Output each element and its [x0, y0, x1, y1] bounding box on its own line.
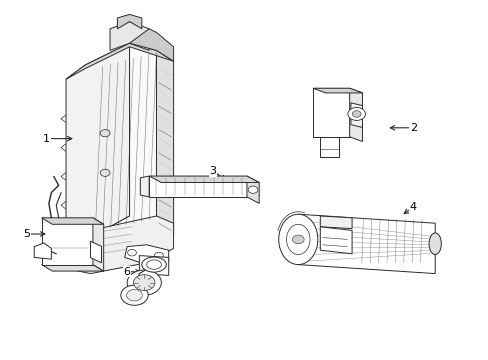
Polygon shape: [90, 241, 102, 263]
Circle shape: [292, 235, 304, 244]
Circle shape: [126, 289, 142, 301]
Polygon shape: [320, 227, 351, 254]
Polygon shape: [90, 43, 156, 238]
Polygon shape: [117, 14, 142, 29]
Circle shape: [100, 130, 110, 137]
Circle shape: [154, 252, 163, 259]
Polygon shape: [149, 176, 259, 183]
Circle shape: [133, 275, 155, 291]
Polygon shape: [320, 216, 351, 229]
Polygon shape: [149, 176, 246, 197]
Polygon shape: [124, 245, 168, 265]
Polygon shape: [246, 176, 259, 203]
Polygon shape: [312, 88, 349, 137]
Polygon shape: [66, 43, 173, 79]
Polygon shape: [41, 265, 103, 271]
Polygon shape: [349, 88, 362, 141]
Ellipse shape: [142, 257, 166, 272]
Circle shape: [121, 285, 148, 305]
Text: 6: 6: [123, 267, 130, 277]
Polygon shape: [312, 88, 362, 93]
Circle shape: [351, 111, 360, 117]
Circle shape: [347, 108, 365, 121]
Ellipse shape: [278, 214, 317, 265]
Circle shape: [100, 169, 110, 176]
Circle shape: [127, 249, 136, 256]
Circle shape: [127, 270, 161, 295]
Polygon shape: [34, 243, 51, 259]
Polygon shape: [110, 22, 149, 50]
Polygon shape: [41, 218, 103, 224]
Polygon shape: [93, 218, 103, 271]
Polygon shape: [66, 43, 129, 252]
Text: 3: 3: [209, 166, 216, 176]
Polygon shape: [139, 256, 168, 275]
Ellipse shape: [428, 233, 441, 255]
Polygon shape: [298, 214, 434, 274]
Text: 1: 1: [43, 134, 50, 144]
Text: 2: 2: [409, 123, 416, 133]
Polygon shape: [41, 218, 93, 265]
Polygon shape: [156, 50, 173, 234]
Text: 5: 5: [23, 229, 30, 239]
Polygon shape: [56, 216, 173, 274]
Circle shape: [247, 186, 258, 193]
Polygon shape: [350, 103, 362, 127]
Polygon shape: [129, 29, 173, 61]
Text: 4: 4: [409, 202, 416, 212]
Polygon shape: [140, 176, 149, 197]
